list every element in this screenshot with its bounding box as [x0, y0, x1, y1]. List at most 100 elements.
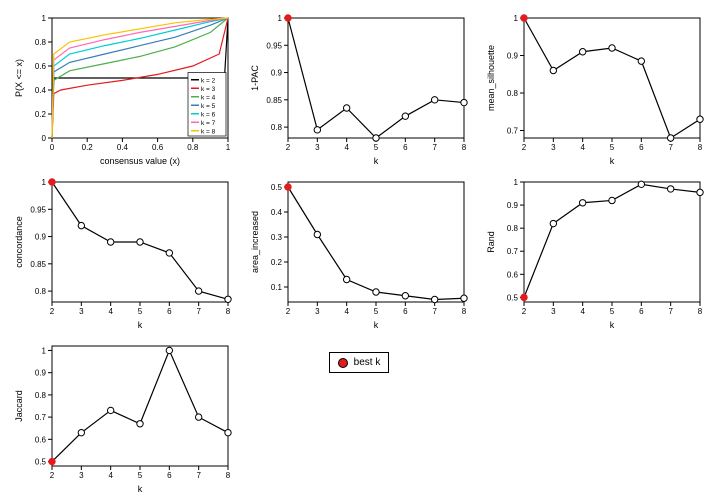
svg-text:3: 3: [79, 471, 84, 480]
svg-text:8: 8: [462, 307, 467, 316]
svg-text:P(X <= x): P(X <= x): [14, 59, 24, 97]
bestk-legend-panel: best k: [244, 336, 474, 496]
svg-text:1: 1: [42, 346, 47, 355]
jaccard-panel: 23456780.50.60.70.80.91kJaccard: [8, 336, 238, 496]
svg-text:0.6: 0.6: [35, 62, 47, 71]
svg-text:k = 7: k = 7: [201, 120, 216, 127]
svg-text:0.8: 0.8: [507, 89, 519, 98]
svg-text:8: 8: [462, 143, 467, 152]
svg-text:0.2: 0.2: [82, 143, 94, 152]
svg-text:5: 5: [610, 143, 615, 152]
svg-text:6: 6: [167, 471, 172, 480]
svg-text:8: 8: [226, 471, 231, 480]
svg-text:8: 8: [698, 307, 703, 316]
svg-text:2: 2: [286, 307, 291, 316]
svg-text:3: 3: [79, 307, 84, 316]
svg-text:0.3: 0.3: [271, 233, 283, 242]
svg-text:7: 7: [668, 307, 673, 316]
svg-text:3: 3: [315, 143, 320, 152]
svg-text:0.9: 0.9: [271, 69, 283, 78]
svg-text:4: 4: [344, 307, 349, 316]
svg-text:0.2: 0.2: [271, 258, 283, 267]
svg-text:0.8: 0.8: [187, 143, 199, 152]
svg-text:5: 5: [374, 143, 379, 152]
svg-text:k: k: [610, 156, 615, 166]
svg-text:0.7: 0.7: [507, 247, 519, 256]
svg-text:5: 5: [610, 307, 615, 316]
svg-text:2: 2: [50, 471, 55, 480]
svg-text:7: 7: [196, 307, 201, 316]
svg-text:0.9: 0.9: [35, 369, 47, 378]
svg-text:5: 5: [138, 471, 143, 480]
svg-text:3: 3: [551, 143, 556, 152]
svg-text:0.8: 0.8: [507, 224, 519, 233]
svg-text:k = 6: k = 6: [201, 111, 216, 118]
svg-text:k: k: [138, 320, 143, 330]
svg-text:k = 4: k = 4: [201, 94, 216, 101]
svg-text:k = 3: k = 3: [201, 86, 216, 93]
svg-text:k = 5: k = 5: [201, 103, 216, 110]
svg-text:1-PAC: 1-PAC: [250, 65, 260, 91]
svg-text:Jaccard: Jaccard: [14, 390, 24, 422]
svg-text:0.5: 0.5: [271, 183, 283, 192]
silhouette-panel: 23456780.70.80.91kmean_silhouette: [480, 8, 710, 168]
bestk-legend-box: best k: [329, 352, 390, 373]
svg-text:7: 7: [668, 143, 673, 152]
svg-text:2: 2: [522, 143, 527, 152]
svg-text:0.1: 0.1: [271, 283, 283, 292]
svg-text:1: 1: [514, 14, 519, 23]
svg-text:0.8: 0.8: [35, 391, 47, 400]
svg-text:0: 0: [42, 134, 47, 143]
svg-text:2: 2: [50, 307, 55, 316]
svg-text:Rand: Rand: [486, 231, 496, 253]
svg-text:6: 6: [639, 307, 644, 316]
svg-text:5: 5: [138, 307, 143, 316]
svg-text:0.8: 0.8: [35, 38, 47, 47]
area-panel: 23456780.10.20.30.40.5karea_increased: [244, 172, 474, 332]
svg-text:6: 6: [639, 143, 644, 152]
svg-text:0.6: 0.6: [152, 143, 164, 152]
consensus-cdf-panel: 00.20.40.60.8100.20.40.60.81consensus va…: [8, 8, 238, 168]
svg-text:1: 1: [226, 143, 231, 152]
svg-text:0.95: 0.95: [30, 205, 46, 214]
svg-text:1: 1: [514, 178, 519, 187]
svg-text:0.6: 0.6: [35, 435, 47, 444]
svg-text:area_increased: area_increased: [250, 211, 260, 273]
svg-text:4: 4: [108, 307, 113, 316]
svg-text:k: k: [374, 320, 379, 330]
bestk-legend-dot: [338, 358, 348, 368]
concordance-panel: 23456780.80.850.90.951kconcordance: [8, 172, 238, 332]
svg-text:0.4: 0.4: [35, 86, 47, 95]
svg-text:7: 7: [432, 143, 437, 152]
svg-text:k: k: [610, 320, 615, 330]
svg-text:8: 8: [226, 307, 231, 316]
svg-text:0.95: 0.95: [266, 41, 282, 50]
svg-text:3: 3: [315, 307, 320, 316]
svg-text:7: 7: [196, 471, 201, 480]
svg-text:6: 6: [403, 307, 408, 316]
svg-text:0.9: 0.9: [35, 233, 47, 242]
svg-text:2: 2: [522, 307, 527, 316]
svg-text:0.9: 0.9: [507, 52, 519, 61]
svg-text:8: 8: [698, 143, 703, 152]
rand-panel: 23456780.50.60.70.80.91kRand: [480, 172, 710, 332]
svg-text:6: 6: [167, 307, 172, 316]
svg-text:0: 0: [50, 143, 55, 152]
svg-text:1: 1: [42, 178, 47, 187]
svg-text:0.6: 0.6: [507, 270, 519, 279]
svg-text:k: k: [374, 156, 379, 166]
svg-text:1: 1: [278, 14, 283, 23]
svg-text:0.7: 0.7: [507, 127, 519, 136]
svg-text:0.8: 0.8: [271, 123, 283, 132]
svg-text:7: 7: [432, 307, 437, 316]
bestk-legend-label: best k: [354, 357, 381, 368]
svg-text:0.7: 0.7: [35, 413, 47, 422]
svg-text:4: 4: [108, 471, 113, 480]
svg-text:0.9: 0.9: [507, 201, 519, 210]
svg-text:0.85: 0.85: [266, 96, 282, 105]
svg-text:4: 4: [344, 143, 349, 152]
pac-panel: 23456780.80.850.90.951k1-PAC: [244, 8, 474, 168]
svg-text:mean_silhouette: mean_silhouette: [486, 45, 496, 111]
svg-text:consensus value (x): consensus value (x): [100, 156, 180, 166]
svg-text:3: 3: [551, 307, 556, 316]
